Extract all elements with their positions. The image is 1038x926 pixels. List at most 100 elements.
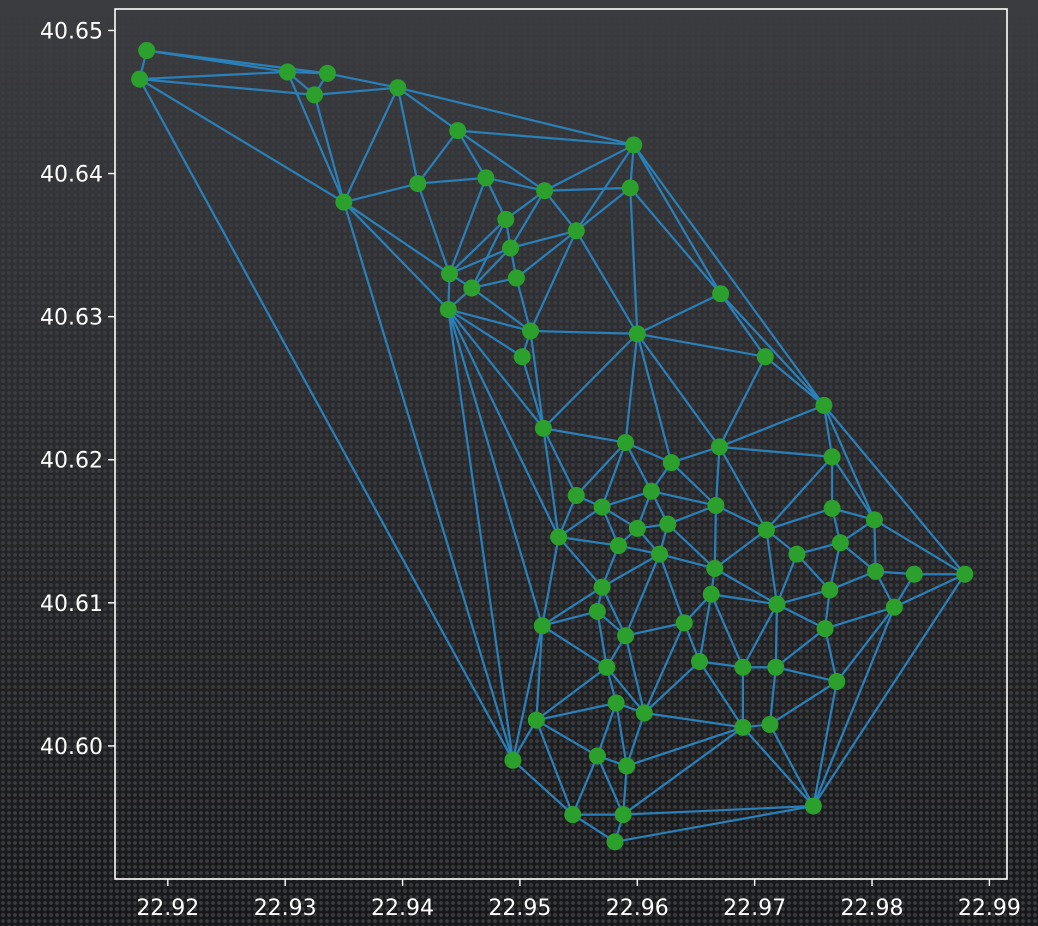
edge-81: [822, 404, 876, 521]
edge-174: [835, 606, 896, 683]
edge-176: [535, 666, 608, 722]
point-69: [504, 751, 522, 769]
edge-107: [650, 490, 718, 507]
edge-89: [624, 441, 653, 493]
point-31: [567, 487, 585, 505]
edge-48: [529, 229, 578, 333]
x-tick-label: 22.98: [841, 896, 904, 921]
edge-95: [718, 445, 834, 458]
point-60: [690, 653, 708, 670]
edge-121: [658, 553, 686, 624]
edge-58: [515, 276, 532, 333]
point-16: [441, 265, 458, 283]
edge-12: [313, 86, 399, 96]
edge-74: [636, 332, 721, 448]
edge-94: [718, 445, 768, 531]
edge-77: [764, 355, 826, 407]
edge-31: [543, 143, 635, 192]
edge-19: [342, 201, 451, 275]
point-41: [823, 499, 841, 517]
edge-67: [529, 329, 545, 430]
edge-64: [447, 308, 514, 762]
point-1: [131, 70, 149, 88]
edge-190: [535, 719, 599, 758]
edge-69: [636, 292, 722, 335]
edge-156: [511, 624, 544, 762]
point-58: [885, 598, 903, 616]
point-39: [707, 497, 725, 515]
edge-85: [542, 427, 560, 539]
point-24: [756, 348, 774, 366]
edge-171: [823, 606, 896, 630]
edge-184: [774, 666, 838, 683]
edge-16: [396, 86, 459, 132]
edge-167: [710, 593, 745, 669]
edge-24: [416, 182, 451, 275]
edge-195: [643, 711, 745, 729]
x-tick-label: 22.94: [371, 896, 434, 921]
edge-164: [643, 621, 686, 715]
point-62: [767, 658, 785, 676]
point-25: [815, 396, 833, 414]
point-70: [588, 747, 606, 765]
point-66: [635, 704, 653, 722]
edge-2: [145, 49, 329, 75]
edge-66: [529, 329, 639, 335]
edge-178: [605, 666, 646, 715]
edge-161: [624, 634, 646, 715]
point-57: [816, 620, 834, 638]
point-47: [821, 581, 839, 599]
edge-199: [622, 726, 745, 816]
point-71: [618, 757, 636, 775]
point-36: [628, 519, 646, 537]
point-21: [513, 348, 531, 366]
edge-47: [515, 229, 578, 280]
point-59: [598, 658, 616, 676]
edge-188: [535, 701, 618, 722]
point-61: [734, 658, 752, 676]
edge-202: [511, 759, 574, 816]
point-6: [335, 193, 353, 211]
edge-201: [768, 723, 815, 808]
edge-185: [768, 666, 777, 726]
point-46: [706, 559, 724, 577]
point-34: [550, 528, 568, 546]
edge-14: [342, 86, 399, 204]
x-tick-label: 22.99: [958, 896, 1021, 921]
point-2: [279, 63, 297, 81]
data-points: [131, 41, 974, 851]
edge-26: [456, 129, 546, 192]
edge-60: [447, 308, 524, 358]
y-tick-label: 40.62: [40, 449, 103, 474]
point-65: [607, 694, 625, 712]
edge-159: [624, 621, 686, 637]
edge-39: [632, 143, 826, 407]
point-33: [642, 482, 660, 500]
edge-93: [714, 445, 721, 507]
edge-117: [666, 504, 718, 526]
edge-194: [615, 701, 628, 768]
edge-158: [596, 610, 608, 669]
edge-175: [812, 606, 896, 808]
point-48: [867, 562, 885, 580]
point-15: [502, 239, 520, 257]
edge-151: [893, 573, 966, 609]
point-37: [659, 515, 677, 533]
edge-68: [521, 355, 545, 430]
point-29: [710, 438, 728, 456]
point-38: [651, 545, 669, 563]
point-67: [734, 718, 752, 736]
edge-70: [636, 332, 767, 358]
edge-37: [575, 143, 635, 232]
point-27: [617, 434, 635, 452]
edge-79: [718, 404, 826, 448]
edge-98: [831, 455, 876, 521]
edge-25: [456, 129, 487, 179]
edge-127: [713, 528, 768, 570]
point-40: [757, 521, 775, 539]
edge-30: [448, 176, 487, 275]
edge-96: [765, 455, 834, 531]
point-63: [828, 673, 846, 691]
edge-153: [541, 610, 599, 627]
point-43: [865, 511, 883, 529]
